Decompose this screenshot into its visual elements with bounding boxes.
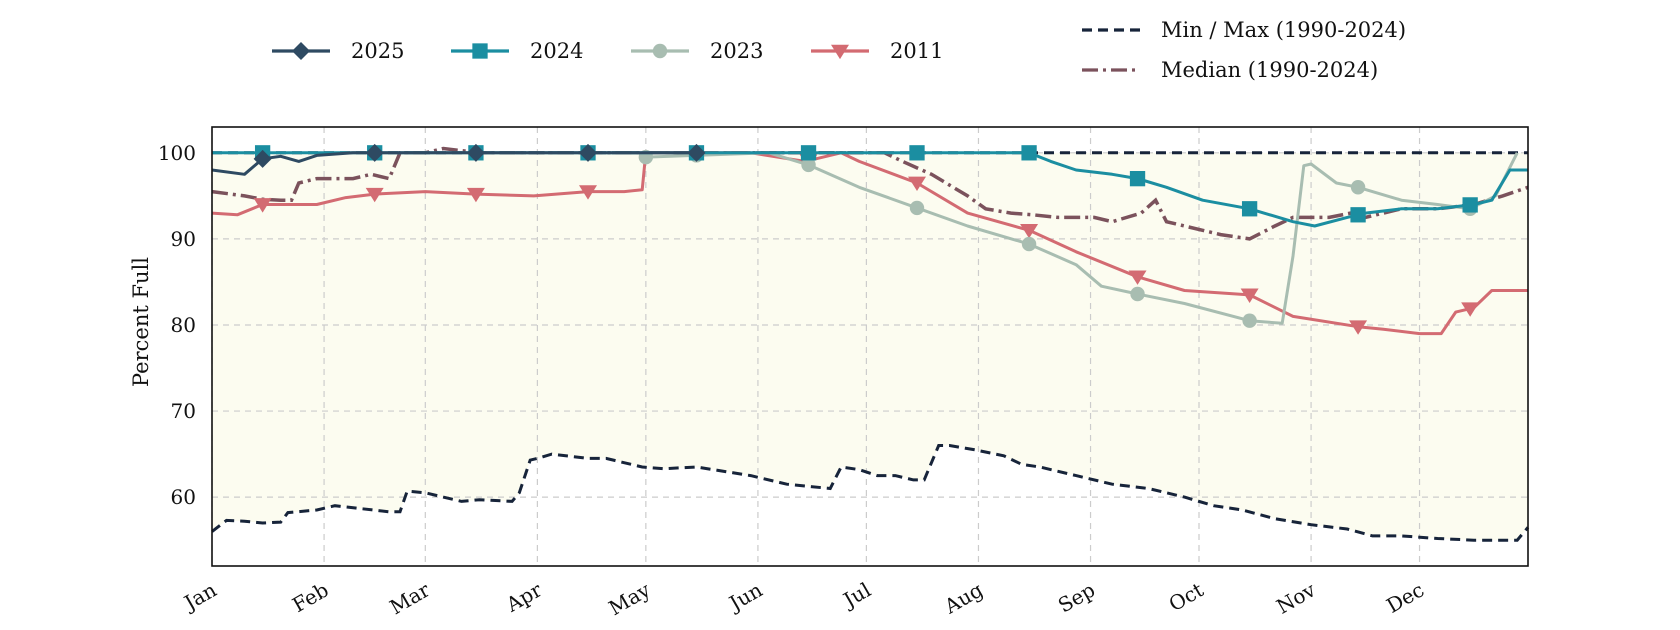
legend-marker (652, 43, 668, 59)
legend-item: 2024 (451, 39, 583, 63)
data-point-2023 (1130, 286, 1145, 302)
median-line (211, 146, 1529, 241)
legend-label: Min / Max (1990-2024) (1161, 18, 1406, 42)
legend-label: 2011 (890, 39, 943, 63)
data-point-2011 (466, 187, 485, 203)
data-point-2025 (253, 149, 272, 168)
x-tick-label: Jul (838, 578, 875, 613)
x-tick-label: Sep (1054, 578, 1099, 618)
legend-item: 2023 (631, 39, 763, 63)
data-point-2025 (365, 143, 384, 162)
data-point-2024 (1462, 197, 1478, 213)
data-point-2011 (1349, 320, 1368, 335)
data-point-2024 (1129, 170, 1146, 187)
data-point-2024 (909, 145, 925, 161)
x-tick-label: Aug (939, 577, 987, 618)
data-point-2023 (1350, 180, 1366, 195)
legend-item: Median (1990-2024) (1082, 58, 1378, 82)
x-tick-label: Jun (723, 577, 766, 616)
data-point-2011 (365, 187, 384, 203)
data-point-2011 (1240, 288, 1259, 303)
legend-item: 2011 (811, 39, 943, 63)
data-point-2024 (1350, 207, 1366, 223)
data-point-2023 (909, 200, 925, 216)
plot-frame (211, 126, 1529, 567)
y-tick-label: 80 (171, 313, 196, 337)
series-line-2024 (212, 151, 1528, 228)
legend-marker (292, 42, 310, 60)
legend-marker (831, 44, 849, 60)
legend-label: 2024 (530, 39, 583, 63)
y-tick-label: 60 (171, 485, 196, 509)
data-point-2011 (579, 185, 597, 200)
x-tick-label: Jan (178, 577, 220, 615)
series-line-2011 (211, 151, 1528, 336)
x-tick-label: Apr (501, 577, 546, 617)
x-tick-label: Mar (385, 577, 434, 619)
y-tick-label: 70 (171, 399, 196, 423)
x-tick-label: Oct (1165, 578, 1208, 617)
y-tick-label: 90 (171, 227, 196, 251)
plot-area: Jan Feb Mar Apr May Jun Jul Aug Sep Oct Nov Dec 60 70… (158, 126, 1530, 620)
data-point-2025 (466, 143, 485, 162)
legend-label: 2023 (710, 39, 763, 63)
legend-label: 2025 (351, 39, 404, 63)
data-point-2011 (1128, 270, 1147, 285)
legend: 2025 2024 2023 2011 Min / Max (1990-2024) Med… (272, 18, 1406, 82)
legend-item: 2025 (272, 39, 404, 63)
data-point-2011 (908, 176, 926, 192)
data-point-2025 (687, 143, 706, 162)
data-point-2011 (253, 198, 272, 213)
data-point-2011 (1461, 302, 1480, 317)
data-point-2011 (1020, 223, 1039, 239)
legend-item: Min / Max (1990-2024) (1082, 18, 1406, 42)
x-tick-label: Feb (288, 578, 332, 617)
legend-label: Median (1990-2024) (1161, 58, 1378, 82)
data-point-2024 (800, 145, 817, 161)
x-tick-label: May (604, 577, 654, 620)
legend-marker (472, 43, 488, 59)
data-point-2023 (1021, 236, 1037, 252)
x-tick-label: Nov (1272, 577, 1320, 619)
y-tick-label: 100 (158, 141, 196, 165)
data-point-2024 (1241, 201, 1258, 217)
data-point-2025 (579, 143, 597, 162)
y-axis-title: Percent Full (129, 257, 153, 387)
min-line (211, 444, 1530, 542)
data-point-2024 (1021, 145, 1037, 161)
x-tick-label: Dec (1382, 578, 1428, 618)
data-point-2023 (801, 157, 816, 173)
data-point-2023 (1242, 313, 1257, 328)
